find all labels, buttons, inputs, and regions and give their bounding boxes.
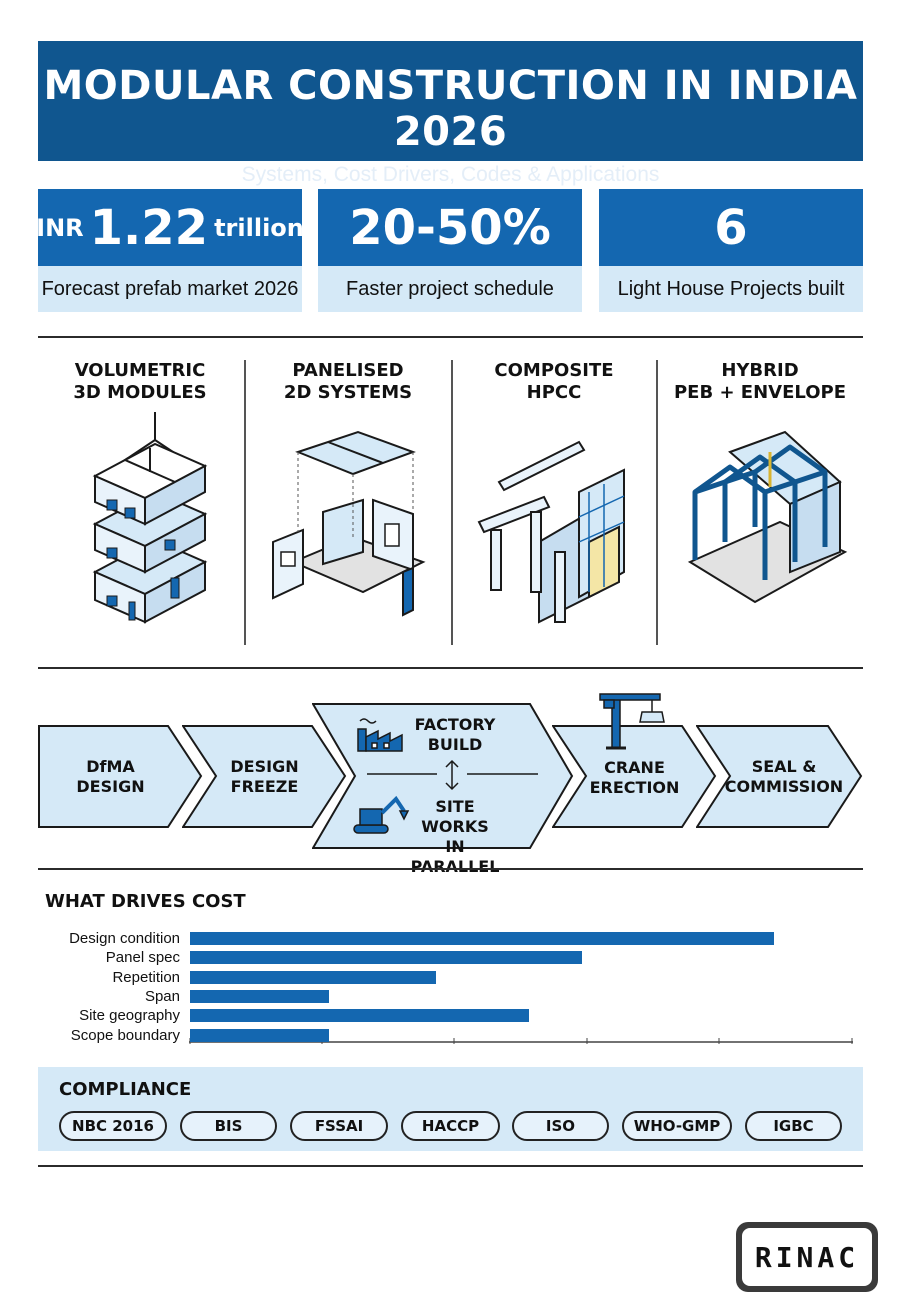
chevron-shape — [182, 725, 347, 828]
stacked-modules-icon — [92, 412, 208, 624]
steel-shed-icon — [687, 430, 848, 604]
cost-driver-bar — [190, 1009, 529, 1023]
compliance-panel: COMPLIANCE NBC 2016 BIS FSSAI HACCP ISO … — [38, 1067, 863, 1151]
divider — [38, 336, 863, 338]
system-subtitle: PEB + ENVELOPE — [673, 382, 847, 403]
compliance-badge: FSSAI — [290, 1111, 388, 1141]
system-composite: COMPOSITE HPCC — [455, 360, 653, 648]
compliance-badge: BIS — [180, 1111, 277, 1141]
stat-value: 6 — [714, 199, 748, 256]
step-label: FACTORY — [414, 715, 496, 734]
cost-driver-label: Scope boundary — [70, 1026, 180, 1044]
compliance-badge: HACCP — [401, 1111, 500, 1141]
chevron-shape — [38, 725, 203, 828]
system-hybrid: HYBRID PEB + ENVELOPE — [660, 360, 860, 648]
system-subtitle: 2D SYSTEMS — [283, 382, 413, 403]
page-title: MODULAR CONSTRUCTION IN INDIA 2026 — [43, 63, 858, 155]
step-label: FREEZE — [230, 777, 299, 796]
system-subtitle: HPCC — [526, 382, 582, 403]
cost-driver-bar — [190, 1028, 330, 1042]
chevron-shape — [696, 725, 863, 828]
cost-driver-label: Design condition — [69, 930, 180, 947]
system-volumetric: VOLUMETRIC 3D MODULES — [40, 360, 240, 648]
stat-value: 20-50% — [349, 199, 551, 256]
compliance-badge: WHO-GMP — [622, 1111, 732, 1141]
system-divider — [244, 360, 246, 645]
cost-section-title: WHAT DRIVES COST — [45, 891, 246, 912]
excavator-icon — [353, 795, 410, 834]
system-title: HYBRID — [721, 360, 799, 381]
step-label: IN PARALLEL — [410, 837, 500, 876]
system-divider — [451, 360, 453, 645]
step-label: ERECTION — [589, 778, 680, 797]
step-factory-and-site: FACTORY BUILD SITE WORKS IN PARALLEL — [312, 703, 574, 876]
up-down-arrow-icon — [445, 759, 459, 791]
stat-label: Faster project schedule — [318, 266, 582, 312]
compliance-title: COMPLIANCE — [59, 1079, 192, 1100]
stat-label: Light House Projects built — [599, 266, 863, 312]
step-seal-commission: SEAL & COMMISSION — [696, 725, 863, 828]
compliance-badge: ISO — [512, 1111, 609, 1141]
page-subtitle: Systems, Cost Drivers, Codes & Applicati… — [241, 163, 660, 186]
step-design-freeze: DESIGN FREEZE — [182, 725, 347, 828]
stat-card-market: INR 1.22 trillion Forecast prefab market… — [36, 189, 304, 312]
stat-card-schedule: 20-50% Faster project schedule — [318, 189, 582, 312]
cost-driver-bar — [190, 989, 330, 1003]
stat-label: Forecast prefab market 2026 — [38, 266, 302, 312]
system-title: COMPOSITE — [494, 360, 614, 381]
chevron-shape — [312, 703, 574, 849]
stat-card-lighthouse: 6 Light House Projects built — [599, 189, 863, 312]
rinac-logo: RINAC — [736, 1222, 878, 1292]
cost-driver-label: Panel spec — [105, 949, 180, 967]
step-label: SEAL & — [751, 757, 817, 776]
cost-driver-bar — [190, 970, 436, 984]
step-label: CRANE — [604, 758, 665, 777]
system-title: PANELISED — [292, 360, 404, 381]
logo-text: RINAC — [742, 1228, 872, 1286]
step-label: DESIGN — [76, 777, 145, 796]
divider — [38, 1165, 863, 1167]
title-banner: MODULAR CONSTRUCTION IN INDIA 2026 Syste… — [38, 41, 863, 186]
step-crane-erection: CRANE ERECTION — [552, 686, 717, 828]
step-label: DESIGN — [230, 757, 299, 776]
chevron-shape — [552, 693, 717, 828]
cost-driver-label: Site geography — [79, 1007, 180, 1025]
cost-driver-bar — [190, 932, 775, 945]
step-dfma-design: DfMA DESIGN — [38, 725, 203, 828]
exploded-panels-icon — [272, 430, 426, 617]
system-divider — [656, 360, 658, 645]
precast-frame-icon — [477, 440, 625, 624]
step-label: SITE WORKS — [421, 797, 489, 836]
stat-prefix: INR — [36, 213, 84, 242]
system-panelised: PANELISED 2D SYSTEMS — [248, 360, 448, 648]
divider — [38, 667, 863, 669]
cost-driver-label: Span — [144, 987, 180, 1005]
cost-driver-bar — [190, 951, 582, 965]
system-title: VOLUMETRIC — [74, 360, 206, 381]
compliance-badge: IGBC — [745, 1111, 842, 1141]
system-subtitle: 3D MODULES — [73, 382, 207, 403]
stat-suffix: trillion — [214, 213, 304, 242]
stat-value: 1.22 — [89, 199, 209, 256]
step-label: COMMISSION — [724, 777, 844, 796]
cost-driver-label: Repetition — [112, 968, 180, 986]
compliance-badge: NBC 2016 — [59, 1111, 167, 1141]
crane-icon — [599, 693, 665, 750]
divider — [38, 868, 863, 870]
step-label: DfMA — [86, 757, 135, 776]
factory-icon — [357, 718, 403, 752]
step-label: BUILD — [427, 735, 483, 754]
